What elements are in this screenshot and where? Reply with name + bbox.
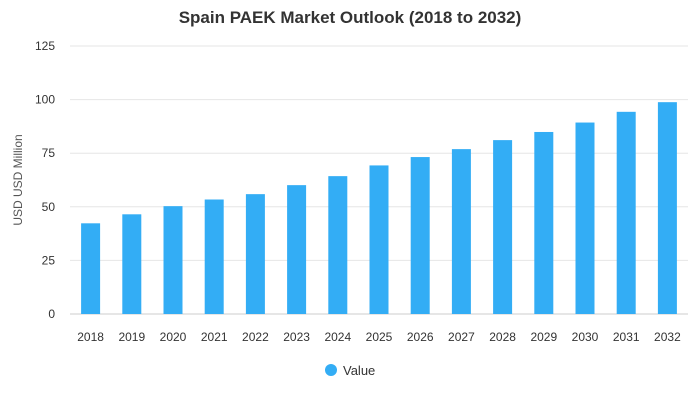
x-tick-label: 2025 bbox=[366, 330, 393, 344]
x-tick-label: 2024 bbox=[324, 330, 351, 344]
x-tick-label: 2026 bbox=[407, 330, 434, 344]
x-tick-label: 2028 bbox=[489, 330, 516, 344]
x-tick-label: 2031 bbox=[613, 330, 640, 344]
bar-2028[interactable] bbox=[493, 140, 513, 314]
y-tick-label: 0 bbox=[48, 307, 55, 321]
bar-2022[interactable] bbox=[245, 194, 265, 314]
x-tick-label: 2021 bbox=[201, 330, 228, 344]
bar-2025[interactable] bbox=[369, 165, 389, 314]
legend[interactable]: Value bbox=[325, 363, 375, 378]
bar-2031[interactable] bbox=[616, 111, 636, 314]
chart-title: Spain PAEK Market Outlook (2018 to 2032) bbox=[178, 8, 522, 27]
bar-2030[interactable] bbox=[575, 122, 595, 314]
x-tick-label: 2027 bbox=[448, 330, 475, 344]
bar-2024[interactable] bbox=[328, 176, 348, 314]
bar-2018[interactable] bbox=[81, 223, 101, 314]
y-tick-label: 75 bbox=[42, 146, 56, 160]
bar-2032[interactable] bbox=[657, 102, 677, 315]
bars bbox=[81, 102, 677, 315]
y-tick-label: 50 bbox=[42, 200, 56, 214]
x-tick-label: 2030 bbox=[572, 330, 599, 344]
bar-2027[interactable] bbox=[451, 149, 471, 314]
x-tick-label: 2029 bbox=[530, 330, 557, 344]
x-tick-label: 2022 bbox=[242, 330, 269, 344]
bar-2023[interactable] bbox=[287, 185, 307, 314]
bar-2020[interactable] bbox=[163, 206, 183, 314]
y-axis-label: USD USD Million bbox=[11, 134, 25, 225]
x-axis-ticks: 2018 2019 2020 2021 2022 2023 2024 2025 2026 2027… bbox=[77, 330, 681, 344]
bar-2021[interactable] bbox=[204, 199, 224, 314]
y-axis-ticks: 0 25 50 75 100 125 bbox=[35, 39, 55, 321]
y-tick-label: 25 bbox=[42, 253, 56, 267]
bar-2029[interactable] bbox=[534, 131, 554, 314]
legend-label-value: Value bbox=[343, 363, 375, 378]
x-tick-label: 2019 bbox=[118, 330, 145, 344]
x-tick-label: 2018 bbox=[77, 330, 104, 344]
y-tick-label: 125 bbox=[35, 39, 55, 53]
bar-2019[interactable] bbox=[122, 214, 142, 314]
x-tick-label: 2020 bbox=[160, 330, 187, 344]
y-tick-label: 100 bbox=[35, 93, 55, 107]
x-tick-label: 2023 bbox=[283, 330, 310, 344]
legend-swatch bbox=[325, 364, 337, 376]
x-tick-label: 2032 bbox=[654, 330, 681, 344]
bar-2026[interactable] bbox=[410, 157, 430, 314]
